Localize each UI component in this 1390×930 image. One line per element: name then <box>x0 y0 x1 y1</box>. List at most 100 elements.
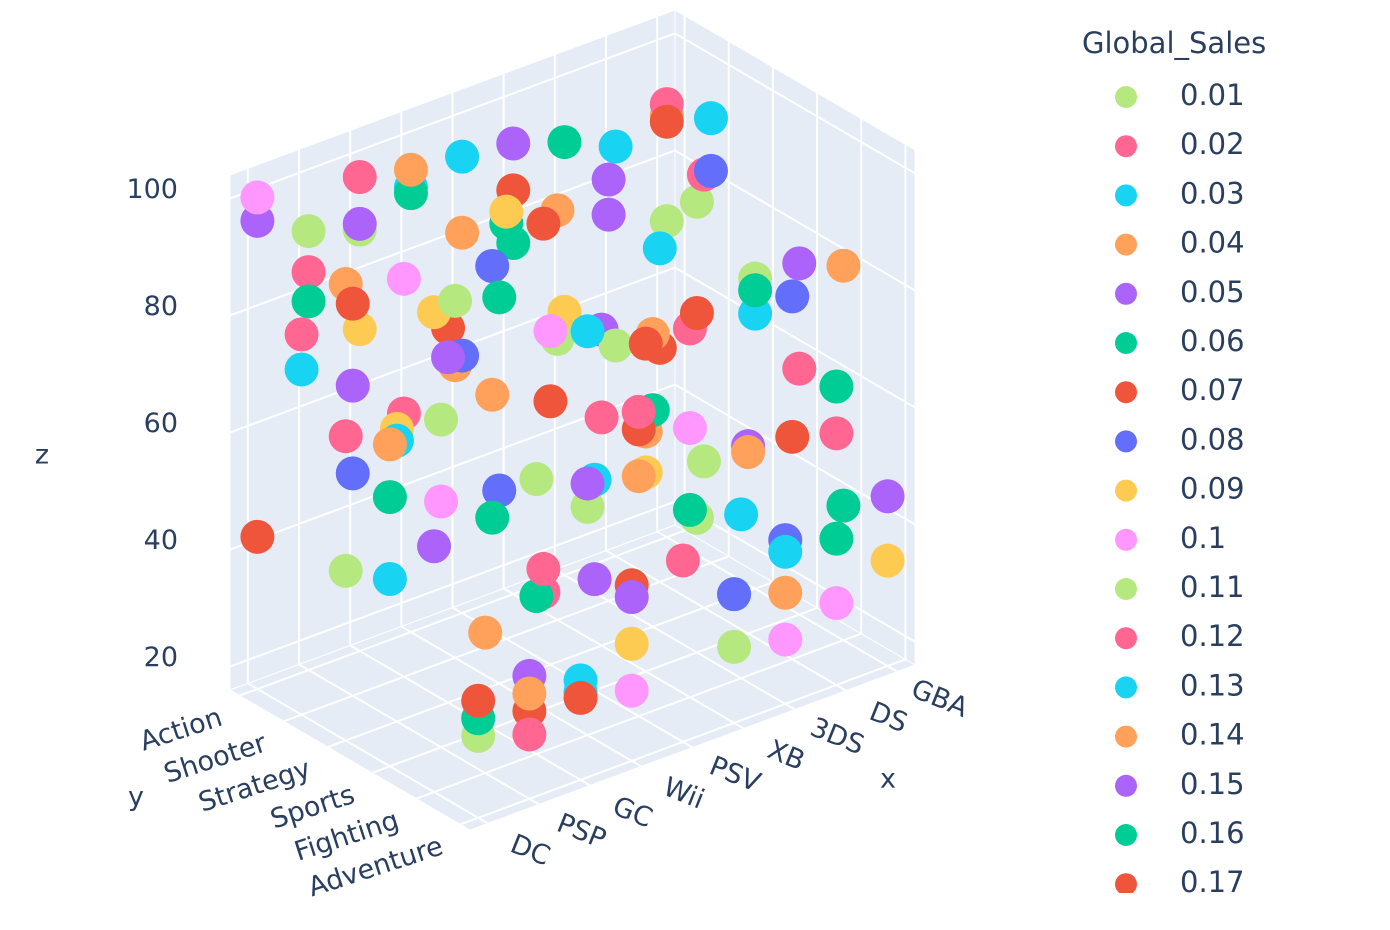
point <box>782 351 817 386</box>
x-tick-label: DS <box>865 696 912 739</box>
legend-label: 0.12 <box>1180 619 1245 653</box>
legend-marker <box>1115 282 1137 305</box>
point <box>475 249 510 284</box>
legend-marker <box>1115 676 1137 699</box>
point <box>563 680 598 715</box>
legend-label: 0.06 <box>1180 324 1245 358</box>
point <box>372 562 407 597</box>
point <box>519 462 554 497</box>
x-tick-label: PSV <box>705 750 765 798</box>
point <box>342 160 377 195</box>
point <box>591 162 626 197</box>
point <box>386 261 421 296</box>
legend-marker <box>1115 233 1137 256</box>
legend-label: 0.03 <box>1180 176 1245 210</box>
point <box>393 152 428 187</box>
x-tick-label: Wii <box>659 771 709 815</box>
point <box>328 419 363 454</box>
point <box>533 384 568 419</box>
legend-label: 0.01 <box>1180 78 1245 112</box>
x-tick-label: GC <box>608 791 656 835</box>
x-tick-label: DC <box>506 829 554 873</box>
point <box>642 231 677 266</box>
legend-label: 0.09 <box>1180 472 1245 506</box>
legend-marker <box>1115 528 1137 551</box>
point <box>438 283 473 318</box>
point <box>665 543 700 578</box>
point <box>775 419 810 454</box>
point <box>768 575 803 610</box>
z-tick-label: 20 <box>144 642 178 673</box>
x-tick-label: XB <box>763 734 809 777</box>
point <box>819 586 854 621</box>
legend-title: Global_Sales <box>1082 26 1266 60</box>
legend-marker <box>1115 873 1137 893</box>
point <box>496 126 531 161</box>
point <box>335 286 370 321</box>
point <box>614 626 649 661</box>
point <box>431 340 466 375</box>
point <box>768 622 803 657</box>
point <box>621 459 656 494</box>
point <box>533 314 568 349</box>
point <box>819 521 854 556</box>
legend-label: 0.04 <box>1180 226 1245 260</box>
point <box>372 480 407 515</box>
x-grid-line <box>246 168 489 825</box>
x-tick-label: PSP <box>553 808 611 855</box>
point <box>424 484 459 519</box>
point <box>342 206 377 241</box>
legend-marker <box>1115 135 1137 158</box>
point <box>284 317 319 352</box>
point <box>482 473 517 508</box>
legend-label: 0.17 <box>1180 865 1245 899</box>
legend-label: 0.1 <box>1180 521 1226 555</box>
point <box>724 497 759 532</box>
point <box>649 104 684 139</box>
legend-marker <box>1115 381 1137 404</box>
point <box>468 615 503 650</box>
point <box>738 296 773 331</box>
point <box>826 488 861 523</box>
point <box>424 402 459 437</box>
point <box>649 204 684 239</box>
x-tick-label: GBA <box>907 673 973 724</box>
point <box>335 368 370 403</box>
legend-label: 0.08 <box>1180 422 1245 456</box>
point <box>693 153 728 188</box>
point <box>584 400 619 435</box>
point <box>577 562 612 597</box>
legend-label: 0.13 <box>1180 668 1245 702</box>
legend-marker <box>1115 627 1137 650</box>
x-tick-label: 3DS <box>806 712 869 761</box>
legend-label: 0.07 <box>1180 373 1245 407</box>
legend-marker <box>1115 578 1137 600</box>
legend-marker <box>1115 774 1137 797</box>
point <box>628 326 663 361</box>
legend-marker <box>1115 430 1137 453</box>
y-grid-line <box>283 41 730 723</box>
point <box>738 273 773 308</box>
point <box>826 248 861 283</box>
point <box>461 683 496 718</box>
z-axis-title: z <box>35 440 49 471</box>
point <box>598 129 633 164</box>
point <box>870 543 905 578</box>
point <box>679 295 714 330</box>
z-tick-label: 100 <box>126 174 178 205</box>
z-tick-label: 40 <box>144 525 178 556</box>
legend-marker <box>1115 332 1137 354</box>
point <box>291 214 326 249</box>
point <box>693 101 728 136</box>
point <box>775 279 810 314</box>
legend-marker <box>1115 725 1137 748</box>
point <box>519 579 554 614</box>
point <box>614 673 649 708</box>
point <box>570 489 605 524</box>
legend-label: 0.05 <box>1180 275 1245 309</box>
point <box>717 629 752 664</box>
legend-marker <box>1115 479 1137 502</box>
point <box>526 551 561 586</box>
point <box>393 176 428 211</box>
